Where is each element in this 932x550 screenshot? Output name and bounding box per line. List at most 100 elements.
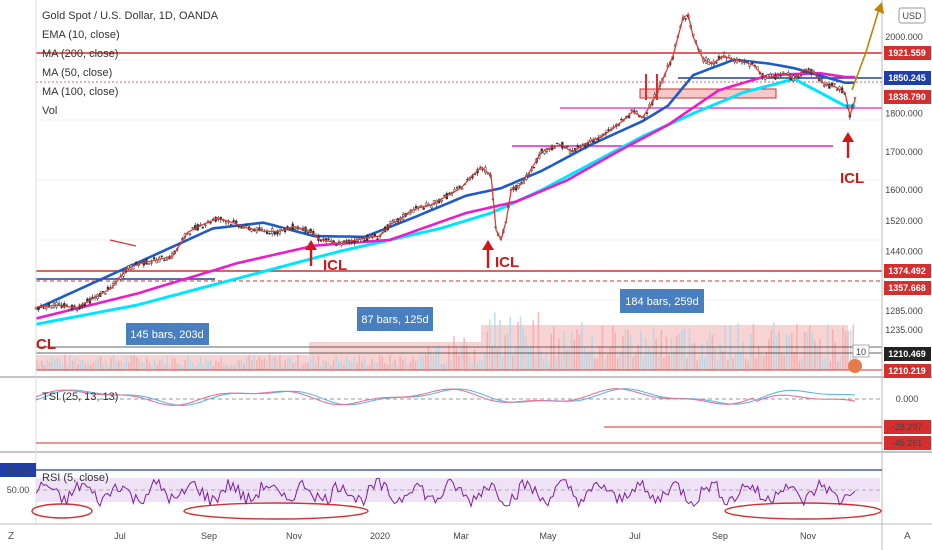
candle-body-66	[204, 224, 207, 226]
volume-bar-107	[309, 358, 312, 370]
volume-bar-226	[614, 332, 617, 370]
volume-bar-88	[261, 359, 263, 370]
bar-annotation-text-3: 184 bars, 259d	[625, 296, 698, 308]
volume-bar-9	[59, 359, 61, 370]
indicator-ma200[interactable]: MA (200, close)	[42, 48, 119, 60]
volume-bar-223	[606, 354, 609, 370]
indicator-ema[interactable]: EMA (10, close)	[42, 29, 120, 41]
volume-bar-194	[532, 320, 535, 370]
tsi-pane	[35, 388, 882, 444]
bar-annotation-3: 184 bars, 259d	[620, 289, 704, 313]
volume-bar-182	[501, 356, 504, 370]
volume-bar-170	[471, 362, 473, 370]
volume-bar-233	[632, 356, 634, 370]
cl-label: CL	[36, 336, 56, 353]
candle-body-284	[763, 77, 767, 80]
currency-box[interactable]	[898, 7, 926, 24]
candle-body-311	[833, 83, 836, 85]
price-label-box-0	[884, 46, 931, 60]
trend-mark	[109, 239, 137, 247]
bar-annotation-box-2	[357, 307, 433, 331]
volume-bar-275	[739, 352, 742, 370]
auto-scale-button[interactable]: A	[904, 531, 911, 542]
volume-bar-204	[558, 338, 560, 370]
candle-body-61	[191, 227, 194, 229]
candle-body-5	[47, 302, 50, 308]
rsi-label-box-0	[0, 463, 36, 477]
volume-bar-247	[668, 354, 670, 370]
volume-bar-231	[627, 329, 629, 370]
candle-body-238	[645, 112, 649, 114]
ma-50-line	[35, 58, 855, 311]
volume-bar-210	[573, 339, 576, 370]
price-tick-4: 1600.000	[885, 185, 923, 195]
volume-bar-269	[724, 325, 727, 370]
candle-body-12	[65, 304, 68, 306]
volume-bar-239	[647, 347, 650, 370]
indicator-ma50[interactable]: MA (50, close)	[42, 67, 113, 79]
volume-bar-149	[417, 360, 419, 370]
candle-body-106	[306, 231, 310, 233]
forecast-arrow-head	[874, 2, 884, 14]
rsi-pane	[31, 469, 882, 520]
volume-bar-241	[652, 328, 655, 370]
volume-bar-203	[555, 356, 558, 370]
volume-bar-116	[332, 360, 335, 370]
price-label-text-1: 1850.245	[888, 73, 926, 83]
volume-bar-128	[363, 356, 366, 370]
volume-bar-161	[448, 345, 450, 370]
volume-bar-65	[202, 364, 204, 370]
volume-bar-177	[489, 319, 491, 370]
volume-bar-283	[760, 352, 762, 370]
volume-bar-94	[276, 359, 279, 370]
candle-body-159	[443, 194, 446, 197]
volume-bar-304	[814, 340, 816, 370]
volume-bar-193	[529, 346, 532, 370]
volume-bar-185	[509, 316, 512, 370]
volume-bar-112	[322, 360, 325, 370]
candle-body-202	[553, 147, 556, 149]
zoom-button[interactable]: Z	[8, 531, 15, 542]
volume-bar-6	[51, 358, 53, 370]
volume-bar-38	[133, 354, 135, 370]
indicator-volume[interactable]: Vol	[42, 105, 58, 117]
volume-bar-236	[640, 331, 642, 370]
volume-bar-33	[120, 360, 123, 370]
volume-bar-147	[412, 356, 414, 370]
volume-bar-136	[384, 362, 386, 370]
volume-bar-184	[506, 332, 509, 370]
tsi-label-box-1	[884, 420, 931, 434]
rsi-title[interactable]: RSI (5, close)	[42, 472, 109, 484]
candle-body-13	[68, 308, 71, 311]
volume-bar-218	[593, 358, 596, 370]
volume-bar-313	[837, 361, 839, 370]
volume-bar-318	[849, 330, 852, 370]
candle-body-297	[797, 76, 800, 78]
volume-bar-129	[366, 364, 368, 370]
volume-bar-64	[199, 356, 202, 370]
volume-bar-40	[138, 359, 140, 370]
volume-bar-34	[123, 362, 125, 370]
volume-bar-263	[709, 331, 711, 370]
volume-bar-87	[258, 356, 261, 370]
volume-bar-126	[358, 355, 361, 370]
volume-bar-158	[440, 363, 442, 370]
volume-bar-302	[808, 325, 811, 370]
volume-bar-14	[71, 360, 74, 370]
time-tick-4: Mar	[453, 531, 469, 541]
volume-bar-72	[220, 357, 222, 370]
volume-bar-291	[780, 352, 783, 370]
volume-bar-51	[166, 355, 169, 370]
ma-100-line	[35, 71, 855, 320]
volume-bar-31	[115, 360, 117, 370]
indicator-ma100[interactable]: MA (100, close)	[42, 86, 119, 98]
volume-bar-54	[174, 358, 176, 370]
volume-bar-97	[284, 360, 286, 370]
volume-bar-296	[793, 351, 796, 370]
volume-bar-316	[844, 331, 847, 370]
volume-bar-142	[399, 356, 402, 370]
volume-bar-248	[670, 338, 673, 370]
volume-bar-244	[660, 329, 663, 370]
tsi-title[interactable]: TSI (25, 13, 13)	[42, 391, 119, 403]
candle-body-211	[576, 145, 579, 148]
